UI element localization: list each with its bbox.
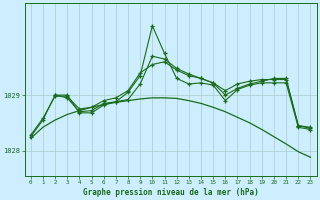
- X-axis label: Graphe pression niveau de la mer (hPa): Graphe pression niveau de la mer (hPa): [83, 188, 259, 197]
